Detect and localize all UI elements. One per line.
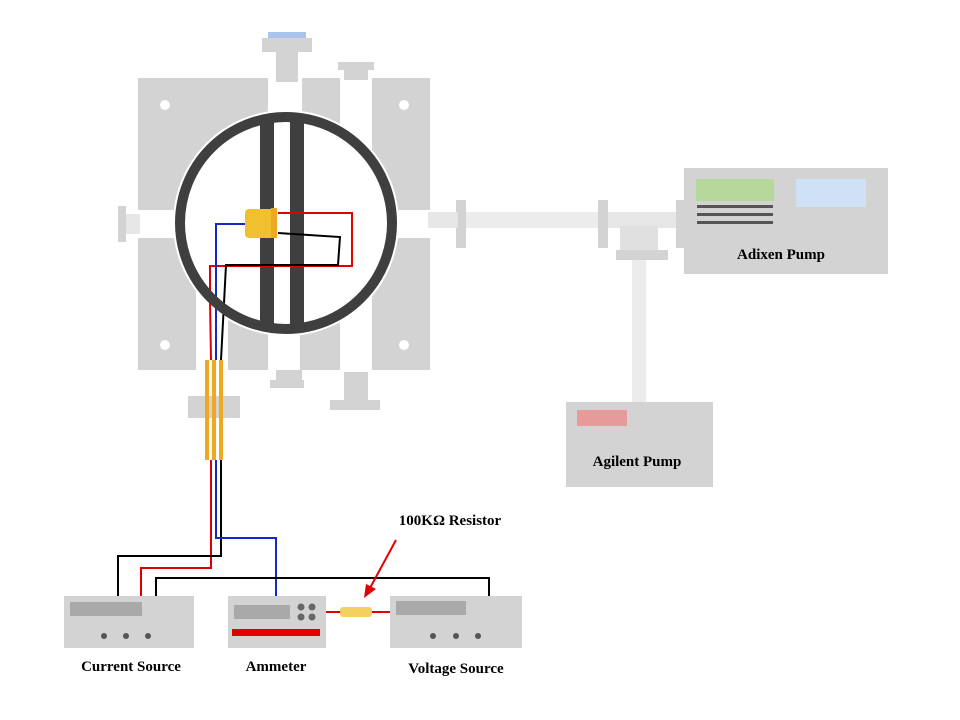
current-source-label: Current Source [81,659,181,675]
black-wire-inner [220,232,342,361]
ammeter-display [234,605,290,619]
adixen-vent-line [697,221,773,224]
adixen-pump: Adixen Pump [684,168,888,274]
sample-contact [271,208,277,238]
resistor: 100KΩ Resistor [340,513,502,617]
right-port-flange [456,200,466,248]
ammeter: Ammeter [228,596,326,675]
top-port-viewport [268,32,306,38]
sample-holder-rod-right [290,120,304,328]
feedthrough-pin [219,360,223,460]
ammeter-button [297,613,305,621]
bolt-hole [160,340,170,350]
current-source-knob [145,633,151,639]
blue-wire-inner [215,223,246,360]
current-source-knob [101,633,107,639]
tee-vertical [620,226,658,252]
voltage-source-label: Voltage Source [408,661,504,677]
feedthrough-pin [212,360,216,460]
bolt-hole [399,100,409,110]
adixen-vent-line [697,205,773,208]
top-right-port-neck [344,70,368,80]
agilent-pipe [632,258,646,404]
bolt-hole [399,340,409,350]
ammeter-label: Ammeter [246,659,307,675]
left-port-flange [118,206,126,242]
resistor-label: 100KΩ Resistor [399,513,502,529]
adixen-vent-line [697,213,773,216]
resistor-body [340,607,372,617]
adixen-pump-label: Adixen Pump [737,247,825,263]
chamber-window [173,110,399,336]
bolt-hole [160,100,170,110]
voltage-source: Voltage Source [390,596,522,677]
resistor-arrow-head [364,584,376,598]
voltage-source-display [396,601,466,615]
voltage-source-knob [453,633,459,639]
pipe-flange-right [598,200,608,248]
resistor-arrow-line [369,539,397,589]
agilent-pink-panel [577,410,627,426]
tee-body [608,212,678,228]
bottom-port-neck [276,370,302,380]
ammeter-red-bar [232,629,320,636]
feedthrough-pin [205,360,209,460]
tee-flange-bottom [616,250,668,260]
tee-flange-right [676,200,684,248]
agilent-pump: Agilent Pump [566,402,713,487]
top-right-port-flange [338,62,374,70]
current-source-display [70,602,142,616]
blue-wire [215,460,277,598]
ammeter-button [308,613,316,621]
right-port-neck [428,212,458,228]
top-port-neck [276,50,298,82]
voltage-source-knob [430,633,436,639]
current-source-knob [123,633,129,639]
chamber-ring [175,112,397,334]
current-source: Current Source [64,596,194,675]
wiring [117,460,490,613]
left-port-neck [126,214,140,234]
adixen-blue-panel [796,179,866,207]
bottom-right-port-neck [344,372,368,400]
horizontal-vacuum-pipe [466,212,600,228]
ammeter-button [297,603,305,611]
sample [245,209,275,238]
vacuum-chamber [118,32,466,460]
red-wire [140,460,212,598]
ammeter-button [308,603,316,611]
black-wire-voltage-source [155,577,490,598]
top-port-flange [262,38,312,52]
bottom-port-flange [270,380,304,388]
adixen-green-panel [696,179,774,201]
voltage-source-knob [475,633,481,639]
agilent-pump-label: Agilent Pump [593,454,682,470]
vacuum-line [456,200,684,404]
black-wire-current-source [117,460,222,598]
bottom-right-port-flange [330,400,380,410]
